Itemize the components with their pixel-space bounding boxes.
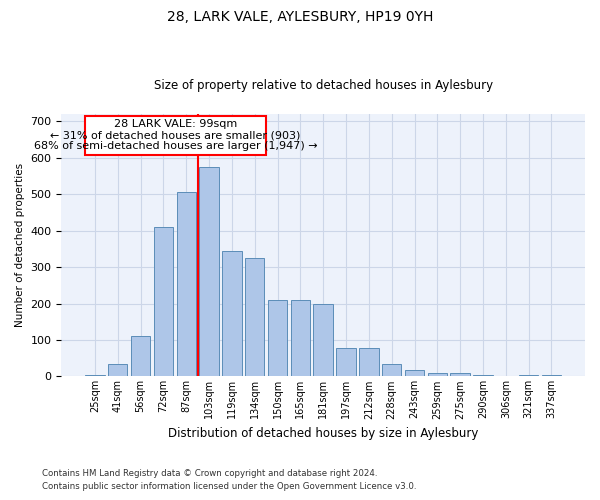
Bar <box>337 348 356 376</box>
Bar <box>268 300 287 376</box>
Bar <box>519 374 538 376</box>
Bar <box>176 192 196 376</box>
Text: 28 LARK VALE: 99sqm: 28 LARK VALE: 99sqm <box>114 120 237 130</box>
Bar <box>428 372 447 376</box>
Y-axis label: Number of detached properties: Number of detached properties <box>15 163 25 328</box>
Bar <box>199 167 219 376</box>
Bar <box>313 304 333 376</box>
FancyBboxPatch shape <box>85 116 266 155</box>
X-axis label: Distribution of detached houses by size in Aylesbury: Distribution of detached houses by size … <box>168 427 478 440</box>
Text: 68% of semi-detached houses are larger (1,947) →: 68% of semi-detached houses are larger (… <box>34 141 317 151</box>
Bar <box>245 258 265 376</box>
Bar <box>85 374 104 376</box>
Text: 28, LARK VALE, AYLESBURY, HP19 0YH: 28, LARK VALE, AYLESBURY, HP19 0YH <box>167 10 433 24</box>
Bar <box>131 336 150 376</box>
Bar <box>108 364 127 376</box>
Bar <box>382 364 401 376</box>
Bar <box>451 372 470 376</box>
Bar <box>359 348 379 376</box>
Bar <box>473 375 493 376</box>
Text: ← 31% of detached houses are smaller (903): ← 31% of detached houses are smaller (90… <box>50 130 301 140</box>
Text: Contains HM Land Registry data © Crown copyright and database right 2024.: Contains HM Land Registry data © Crown c… <box>42 468 377 477</box>
Bar <box>154 227 173 376</box>
Bar <box>542 374 561 376</box>
Title: Size of property relative to detached houses in Aylesbury: Size of property relative to detached ho… <box>154 79 493 92</box>
Text: Contains public sector information licensed under the Open Government Licence v3: Contains public sector information licen… <box>42 482 416 491</box>
Bar <box>222 250 242 376</box>
Bar <box>290 300 310 376</box>
Bar <box>405 370 424 376</box>
